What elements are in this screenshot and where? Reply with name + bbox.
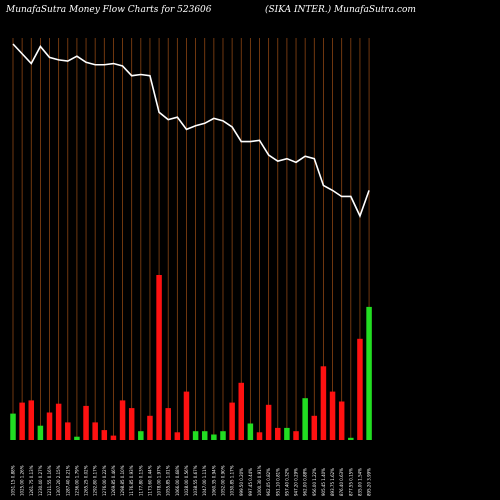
x-tick-label: 962.05 0.82% — [266, 468, 271, 496]
x-tick-label: 1265.25 0.02% — [84, 465, 89, 496]
x-tick-label: 1236.00 1.79% — [74, 465, 79, 496]
x-tick-label: 1230.40 0.27% — [38, 465, 43, 496]
money-flow-bar — [156, 275, 162, 440]
money-flow-bar — [348, 437, 354, 440]
money-flow-bar — [201, 431, 208, 440]
money-flow-bar — [101, 430, 108, 440]
x-tick-label: 835.00 1.54% — [357, 468, 362, 496]
money-flow-bar — [211, 434, 217, 440]
money-flow-bar — [147, 415, 153, 440]
x-tick-label: 1307.20 2.15% — [56, 465, 61, 496]
money-flow-bar — [284, 427, 290, 440]
x-tick-label: 1025.00 1.26% — [20, 465, 25, 496]
money-flow-bar — [275, 427, 281, 440]
money-flow-bar — [110, 435, 117, 440]
money-flow-bar — [119, 400, 126, 440]
money-flow-bar — [192, 431, 199, 440]
money-flow-bar — [37, 425, 44, 440]
price-line — [12, 43, 370, 219]
money-flow-bar — [174, 432, 181, 440]
x-tick-label: 1261.75 0.13% — [29, 465, 34, 496]
x-tick-label: 1060.35 0.94% — [211, 465, 216, 496]
money-flow-bar — [10, 413, 16, 440]
x-tick-label: 999.50 0.20% — [239, 468, 244, 496]
x-tick-label: 1055.85 1.01% — [166, 465, 171, 496]
money-flow-bar — [46, 412, 53, 440]
money-flow-bar — [238, 382, 244, 440]
money-flow-bar — [65, 422, 71, 440]
x-tick-label: 1030.85 1.17% — [230, 465, 235, 496]
money-flow-bar — [229, 402, 235, 440]
money-flow-bar — [256, 432, 263, 440]
money-flow-bar — [320, 366, 327, 440]
x-tick-label: 957.40 0.32% — [284, 468, 289, 496]
x-tick-label: 1173.60 0.44% — [147, 465, 152, 496]
x-tick-label: 1298.85 0.10% — [120, 465, 125, 496]
x-tick-label: 1000.30 0.91% — [257, 465, 262, 496]
x-tick-label: 876.40 0.63% — [339, 468, 344, 496]
x-tick-label: 1292.80 0.17% — [93, 465, 98, 496]
x-tick-label: 895.20 3.99% — [367, 468, 372, 496]
x-tick-label: 1078.00 1.97% — [157, 465, 162, 496]
money-flow-bar — [329, 391, 336, 440]
x-tick-label: 905.45 1.40% — [321, 468, 326, 496]
x-tick-label: 1177.80 0.13% — [138, 465, 143, 496]
money-flow-bar — [311, 415, 318, 440]
money-flow-bar — [128, 408, 135, 440]
chart-title: MunafaSutra Money Flow Charts for 523606 — [6, 5, 212, 15]
x-tick-label: 1047.00 1.11% — [202, 465, 207, 496]
chart-subtitle: (SIKA INTER.) MunafaSutra.com — [265, 5, 416, 15]
x-tick-label: 1269.85 0.46% — [111, 465, 116, 496]
x-tick-label: 1176.85 0.93% — [129, 465, 134, 496]
money-flow-bar — [293, 431, 299, 440]
x-tick-label: 947.20 0.29% — [294, 468, 299, 496]
x-tick-label: 951.10 0.81% — [275, 468, 280, 496]
x-tick-label: 877.55 0.15% — [348, 468, 353, 496]
x-tick-label: 1287.40 0.21% — [65, 465, 70, 496]
x-tick-label: 956.00 1.22% — [312, 468, 317, 496]
money-flow-bar — [55, 403, 62, 440]
money-flow-bar — [92, 422, 98, 440]
money-flow-bar — [74, 436, 80, 440]
money-flow-bar — [302, 398, 308, 440]
x-tick-label: 997.45 0.44% — [248, 468, 253, 496]
money-flow-bar — [138, 431, 144, 440]
money-flow-bar — [28, 400, 35, 440]
money-flow-bar — [265, 404, 272, 440]
x-tick-label: 1028.00 0.56% — [184, 465, 189, 496]
money-flow-bar — [183, 391, 190, 440]
x-tick-label: 1051.15 0.88% — [11, 465, 16, 496]
x-tick-label: 1211.55 0.16% — [47, 465, 52, 496]
money-flow-bar — [338, 401, 345, 440]
money-flow-bar — [247, 423, 254, 440]
money-flow-bar — [357, 338, 363, 440]
money-flow-bar — [83, 405, 89, 440]
x-tick-label: 1066.00 0.68% — [175, 465, 180, 496]
money-flow-bar — [366, 306, 372, 440]
money-flow-bar — [165, 408, 171, 440]
money-flow-bar — [19, 402, 25, 440]
x-tick-label: 893.75 1.62% — [330, 468, 335, 496]
x-tick-label: 962.00 0.88% — [303, 468, 308, 496]
x-tick-label: 1276.00 0.22% — [102, 465, 107, 496]
x-tick-label: 1038.55 0.67% — [193, 465, 198, 496]
money-flow-bar — [220, 431, 226, 440]
x-tick-label: 1052.00 0.90% — [220, 465, 225, 496]
